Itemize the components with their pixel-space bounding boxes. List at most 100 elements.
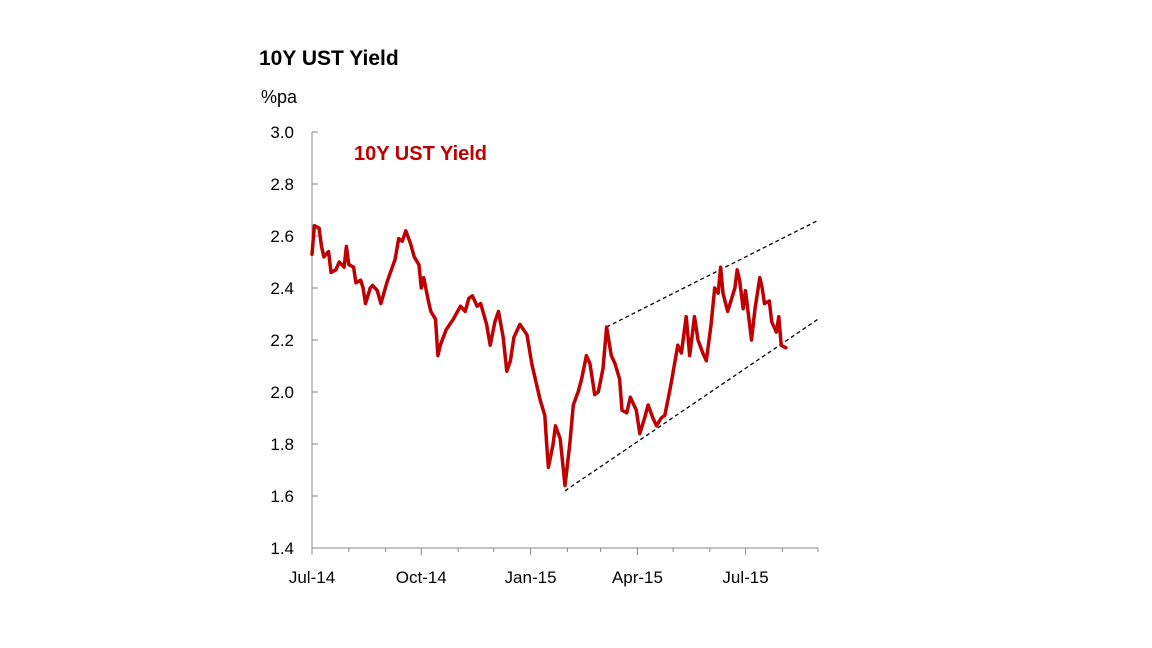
data-point xyxy=(761,287,763,289)
trendline-upper-channel xyxy=(606,219,819,328)
data-point xyxy=(554,425,557,427)
data-point xyxy=(397,237,400,240)
data-point xyxy=(362,287,364,289)
data-point xyxy=(494,321,496,323)
data-point xyxy=(564,484,566,487)
data-point xyxy=(580,378,583,380)
data-point xyxy=(605,326,608,328)
data-point xyxy=(697,339,699,341)
data-point xyxy=(768,300,771,302)
data-point xyxy=(589,362,591,365)
data-point xyxy=(572,404,575,406)
y-tick-label: 2.6 xyxy=(270,227,294,246)
data-point xyxy=(394,258,396,261)
data-point xyxy=(369,287,372,289)
data-point xyxy=(770,321,773,323)
y-tick-label: 2.4 xyxy=(270,279,294,298)
data-point xyxy=(401,240,404,242)
y-tick-label: 1.4 xyxy=(270,539,294,558)
data-point xyxy=(736,269,738,271)
data-point xyxy=(763,302,766,305)
data-point xyxy=(348,263,350,266)
data-point xyxy=(345,245,348,248)
data-point xyxy=(742,308,744,310)
data-point xyxy=(702,352,704,354)
data-point xyxy=(655,425,658,427)
data-point xyxy=(420,287,423,289)
data-point xyxy=(621,409,623,412)
data-point xyxy=(535,383,538,386)
data-point xyxy=(352,266,355,269)
data-point xyxy=(680,352,683,354)
data-point xyxy=(754,308,756,310)
data-point xyxy=(618,378,621,380)
data-point xyxy=(635,409,638,412)
data-point xyxy=(602,367,604,370)
y-tick-label: 3.0 xyxy=(270,123,294,142)
data-point xyxy=(713,287,716,289)
data-point xyxy=(311,253,313,255)
y-tick-label: 2.2 xyxy=(270,331,294,350)
data-point xyxy=(502,336,505,339)
trendline-lower-channel xyxy=(564,318,819,492)
data-point xyxy=(513,336,515,339)
data-point xyxy=(660,417,662,419)
data-point xyxy=(452,318,455,321)
series-layer xyxy=(310,223,788,488)
data-point xyxy=(744,289,747,292)
data-point xyxy=(652,417,654,419)
data-point xyxy=(778,315,780,318)
data-point xyxy=(371,284,374,287)
data-point xyxy=(338,261,341,263)
data-point xyxy=(547,466,550,469)
data-point xyxy=(544,414,546,417)
y-tick-label: 2.8 xyxy=(270,175,294,194)
data-point xyxy=(569,443,571,445)
data-point xyxy=(671,378,673,380)
data-point xyxy=(386,282,388,284)
data-point xyxy=(489,344,492,347)
data-point xyxy=(647,404,649,406)
data-point xyxy=(434,318,437,321)
data-point xyxy=(476,305,478,308)
data-point xyxy=(719,266,722,269)
data-point xyxy=(688,354,691,357)
data-point xyxy=(559,438,561,440)
data-point xyxy=(738,279,741,282)
data-point xyxy=(343,266,345,269)
data-point xyxy=(775,331,778,334)
data-point xyxy=(320,245,323,248)
data-point xyxy=(376,289,379,292)
data-point xyxy=(759,276,761,279)
data-point xyxy=(327,250,330,253)
data-point xyxy=(506,370,508,373)
data-point xyxy=(639,432,641,435)
data-point xyxy=(626,412,628,414)
data-point xyxy=(785,347,787,349)
data-point xyxy=(610,354,613,357)
data-point xyxy=(464,310,467,313)
data-point xyxy=(430,310,432,313)
data-point xyxy=(664,414,666,417)
data-point xyxy=(418,263,420,266)
data-point xyxy=(479,302,482,305)
y-tick-label: 1.6 xyxy=(270,487,294,506)
data-point xyxy=(552,443,554,445)
data-point xyxy=(413,255,416,258)
data-point xyxy=(405,230,407,232)
chart-title: 10Y UST Yield xyxy=(259,47,399,70)
data-point xyxy=(323,255,325,258)
data-point xyxy=(439,344,442,347)
data-point xyxy=(530,362,533,365)
series-line-10y-ust-yield xyxy=(310,223,788,488)
data-point xyxy=(335,269,337,271)
data-point xyxy=(526,334,528,336)
data-point xyxy=(693,315,696,318)
series-annotation-label: 10Y UST Yield xyxy=(354,143,487,165)
trendline-layer xyxy=(564,219,819,492)
data-point xyxy=(445,328,448,331)
data-point xyxy=(389,271,392,274)
data-point xyxy=(471,295,474,297)
data-point xyxy=(359,279,362,282)
